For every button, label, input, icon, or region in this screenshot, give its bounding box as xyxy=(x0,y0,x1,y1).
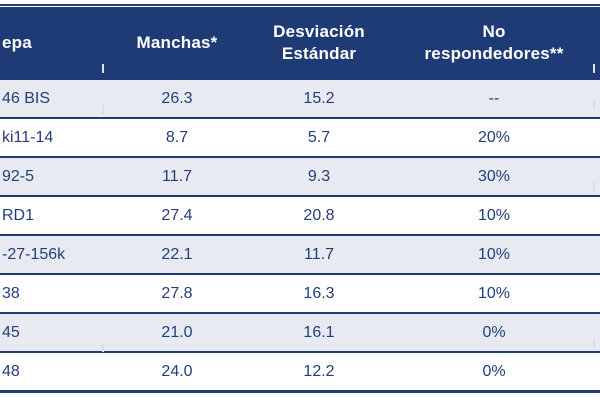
table-cell: 0% xyxy=(482,362,506,380)
table-cell: 24.0 xyxy=(161,362,193,380)
data-table: epa Manchas* Desviación Estándar No resp… xyxy=(0,7,600,393)
table-cell: 5.7 xyxy=(307,128,331,146)
col-header-cepa: epa xyxy=(0,7,104,79)
table-cell: 20% xyxy=(477,128,511,146)
row-label-cell: 46 BIS xyxy=(2,89,51,107)
table-row: 45 21.0 16.1 0% xyxy=(0,313,600,352)
col-header-no-respondedores-line1: No xyxy=(482,21,506,41)
table-cell: 10% xyxy=(477,284,511,302)
table-row: 92-5 11.7 9.3 30% xyxy=(0,157,600,196)
table-cell: 27.8 xyxy=(161,284,193,302)
table-cell: 0% xyxy=(482,323,506,341)
col-header-desviacion-line2: Estándar xyxy=(281,43,357,63)
col-header-no-respondedores: No respondedores** xyxy=(388,7,600,79)
table-cell: 22.1 xyxy=(161,245,193,263)
header-row: epa Manchas* Desviación Estándar No resp… xyxy=(0,7,600,79)
row-label-cell: 38 xyxy=(2,284,20,302)
table-cell: 30% xyxy=(477,167,511,185)
table-row: -27-156k 22.1 11.7 10% xyxy=(0,235,600,274)
col-header-no-respondedores-line2: respondedores** xyxy=(424,43,564,63)
row-label-cell: RD1 xyxy=(2,206,35,224)
table-cell: 9.3 xyxy=(307,167,331,185)
table-cell: 15.2 xyxy=(303,89,335,107)
table-cell: 11.7 xyxy=(162,167,192,185)
table-cell: 10% xyxy=(477,245,511,263)
row-label-cell: ki11-14 xyxy=(2,128,54,146)
table-cell: 10% xyxy=(477,206,511,224)
col-header-manchas-label: Manchas* xyxy=(136,32,218,52)
table-row: 48 24.0 12.2 0% xyxy=(0,352,600,392)
col-header-manchas: Manchas* xyxy=(104,7,250,79)
table-cell: 8.7 xyxy=(165,128,189,146)
table-row: 38 27.8 16.3 10% xyxy=(0,274,600,313)
col-header-desviacion-estandar: Desviación Estándar xyxy=(250,7,388,79)
table-cell: 20.8 xyxy=(303,206,335,224)
col-header-cepa-label: epa xyxy=(2,32,32,52)
table-cell: 16.1 xyxy=(303,323,335,341)
table-cell: 26.3 xyxy=(161,89,193,107)
table-cell: 12.2 xyxy=(303,362,335,380)
table-row: ki11-14 8.7 5.7 20% xyxy=(0,118,600,157)
row-label-cell: 92-5 xyxy=(2,167,35,185)
table-row: 46 BIS 26.3 15.2 -- xyxy=(0,79,600,118)
table-container: epa Manchas* Desviación Estándar No resp… xyxy=(0,4,600,393)
row-label-cell: 48 xyxy=(2,362,20,380)
table-cell: 16.3 xyxy=(303,284,335,302)
table-cell: 11.7 xyxy=(304,245,334,263)
row-label-cell: -27-156k xyxy=(2,245,66,263)
table-row: RD1 27.4 20.8 10% xyxy=(0,196,600,235)
col-header-desviacion-line1: Desviación xyxy=(273,21,365,41)
table-cell: 21.0 xyxy=(161,323,193,341)
row-label-cell: 45 xyxy=(2,323,20,341)
table-cell: 27.4 xyxy=(161,206,193,224)
table-cell: -- xyxy=(488,89,500,107)
